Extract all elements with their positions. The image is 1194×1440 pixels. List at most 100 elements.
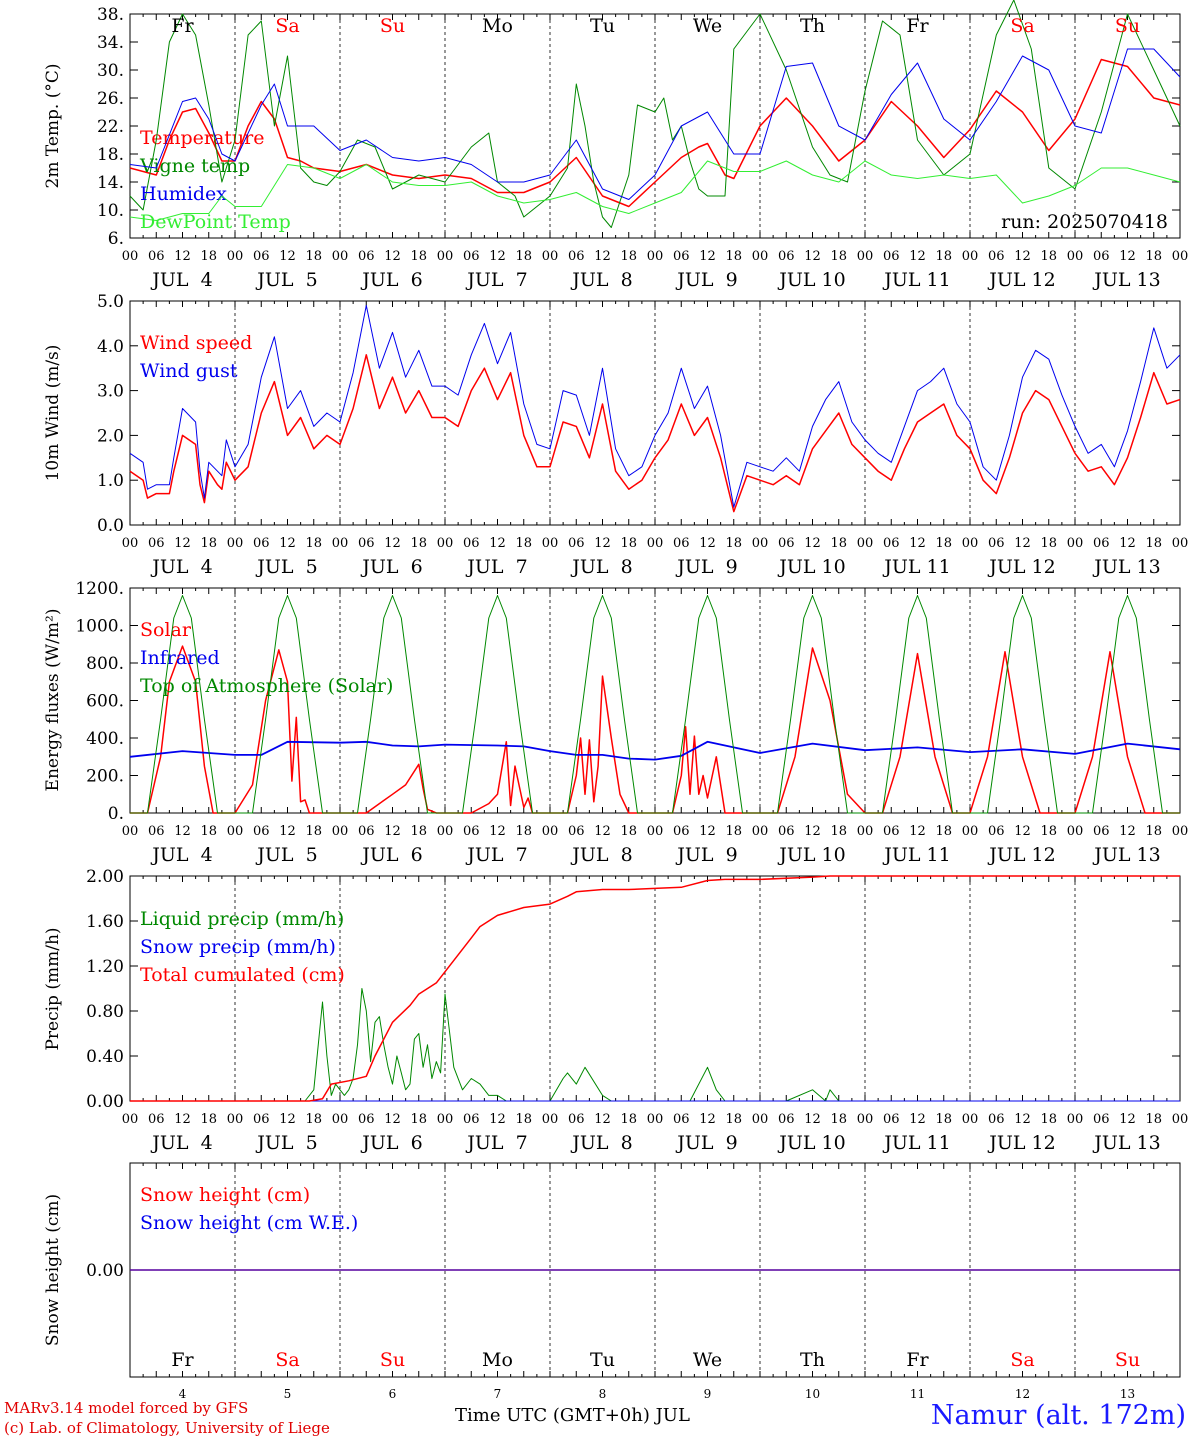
series-line	[129, 354, 1181, 513]
model-credit: MARv3.14 model forced by GFS	[4, 1399, 249, 1417]
panel-precip: 0.00 0.40 0.80 1.20 1.60 2.00 Precip (mm/h) Liq…	[43, 867, 1188, 1154]
y-tick-label: 22.	[97, 117, 124, 137]
hour-label: 12	[1119, 824, 1136, 839]
hour-label: 18	[935, 1112, 952, 1127]
date-label: JUL 6	[360, 1132, 422, 1154]
hour-label: 12	[489, 536, 506, 551]
hour-label: 06	[673, 1112, 690, 1127]
day-name-bottom: Mo	[482, 1349, 513, 1371]
day-name-top: Su	[1115, 15, 1140, 37]
hour-label: 06	[883, 824, 900, 839]
series-line	[130, 988, 1180, 1102]
hour-label: 18	[725, 249, 742, 264]
date-label: JUL 12	[987, 556, 1055, 578]
hour-label: 12	[174, 824, 191, 839]
hour-label: 00	[542, 824, 559, 839]
hour-label: 06	[988, 536, 1005, 551]
hour-label: 12	[384, 1112, 401, 1127]
legend-entry: Top of Atmosphere (Solar)	[140, 675, 393, 697]
legend-entry: Temperature	[140, 127, 264, 149]
legend-entry: Snow height (cm)	[140, 1184, 310, 1206]
hour-label: 12	[804, 536, 821, 551]
legend-entry: Infrared	[140, 647, 220, 669]
hour-label: 12	[594, 249, 611, 264]
legend-entry: Liquid precip (mm/h)	[140, 908, 344, 930]
hour-label: 00	[227, 536, 244, 551]
date-label: JUL 11	[882, 269, 950, 291]
hour-label: 18	[515, 249, 532, 264]
hour-label: 18	[305, 536, 322, 551]
y-tick-label: 800.	[86, 654, 124, 674]
date-label: JUL 9	[675, 556, 737, 578]
y-axis-label: Energy fluxes (W/m²)	[43, 609, 63, 792]
legend-entry: Humidex	[140, 183, 227, 205]
hour-label: 00	[542, 249, 559, 264]
hour-label: 18	[305, 1112, 322, 1127]
date-label: JUL 7	[465, 269, 527, 291]
hour-label: 00	[122, 824, 139, 839]
hour-label: 06	[778, 1112, 795, 1127]
hour-label: 18	[200, 249, 217, 264]
hour-label: 00	[752, 249, 769, 264]
y-tick-label: 26.	[97, 89, 124, 109]
hour-label: 12	[384, 249, 401, 264]
hour-label: 12	[1014, 249, 1031, 264]
hour-label: 06	[568, 824, 585, 839]
y-axis-label: Snow height (cm)	[43, 1194, 63, 1346]
hour-label: 00	[962, 249, 979, 264]
hour-label: 00	[857, 536, 874, 551]
date-label: JUL 13	[1092, 269, 1160, 291]
y-tick-label: 1.60	[86, 912, 124, 932]
date-label: JUL 10	[777, 1132, 845, 1154]
day-number: 12	[1015, 1387, 1030, 1401]
hour-label: 12	[804, 824, 821, 839]
y-tick-label: 0.00	[86, 1092, 124, 1112]
y-tick-label: 200.	[86, 767, 124, 787]
hour-label: 00	[122, 536, 139, 551]
hour-label: 18	[200, 536, 217, 551]
hour-label: 00	[1067, 536, 1084, 551]
hour-label: 12	[1119, 1112, 1136, 1127]
day-name-top: Sa	[275, 15, 299, 37]
hour-label: 12	[1014, 536, 1031, 551]
y-tick-label: 34.	[97, 33, 124, 53]
hour-label: 06	[568, 1112, 585, 1127]
hour-label: 00	[227, 824, 244, 839]
hour-label: 06	[568, 249, 585, 264]
hour-label: 12	[594, 536, 611, 551]
hour-label: 18	[200, 1112, 217, 1127]
date-label: JUL 4	[150, 556, 212, 578]
hour-label: 18	[1040, 1112, 1057, 1127]
hour-label: 06	[358, 1112, 375, 1127]
hour-label: 06	[988, 1112, 1005, 1127]
day-name-top: Tu	[590, 15, 615, 37]
hour-label: 18	[515, 1112, 532, 1127]
legend-entry: Wind speed	[140, 332, 252, 354]
hour-label: 12	[1119, 249, 1136, 264]
hour-label: 00	[437, 536, 454, 551]
hour-label: 06	[148, 536, 165, 551]
panel-energy: 0. 200. 400. 600. 800. 1000. 1200. Energy fluxe…	[43, 579, 1188, 866]
hour-label: 18	[305, 824, 322, 839]
day-number: 5	[284, 1387, 292, 1401]
hour-label: 06	[463, 249, 480, 264]
hour-label: 00	[647, 249, 664, 264]
hour-label: 12	[1014, 1112, 1031, 1127]
day-number: 13	[1120, 1387, 1135, 1401]
hour-label: 00	[542, 536, 559, 551]
date-label: JUL 9	[675, 269, 737, 291]
panel-temp: 6. 10. 14. 18. 22. 26. 30. 34. 38. 2m Temp. (°C) T…	[43, 0, 1188, 291]
hour-label: 18	[620, 1112, 637, 1127]
hour-label: 12	[489, 824, 506, 839]
hour-label: 06	[253, 1112, 270, 1127]
y-tick-label: 0.80	[86, 1002, 124, 1022]
date-label: JUL 13	[1092, 1132, 1160, 1154]
date-label: JUL 10	[777, 269, 845, 291]
hour-label: 12	[699, 536, 716, 551]
plot-frame	[129, 587, 1181, 814]
day-name-bottom: Su	[380, 1349, 405, 1371]
hour-label: 00	[752, 824, 769, 839]
day-number: 10	[805, 1387, 820, 1401]
day-number: 9	[704, 1387, 712, 1401]
hour-label: 18	[1145, 536, 1162, 551]
